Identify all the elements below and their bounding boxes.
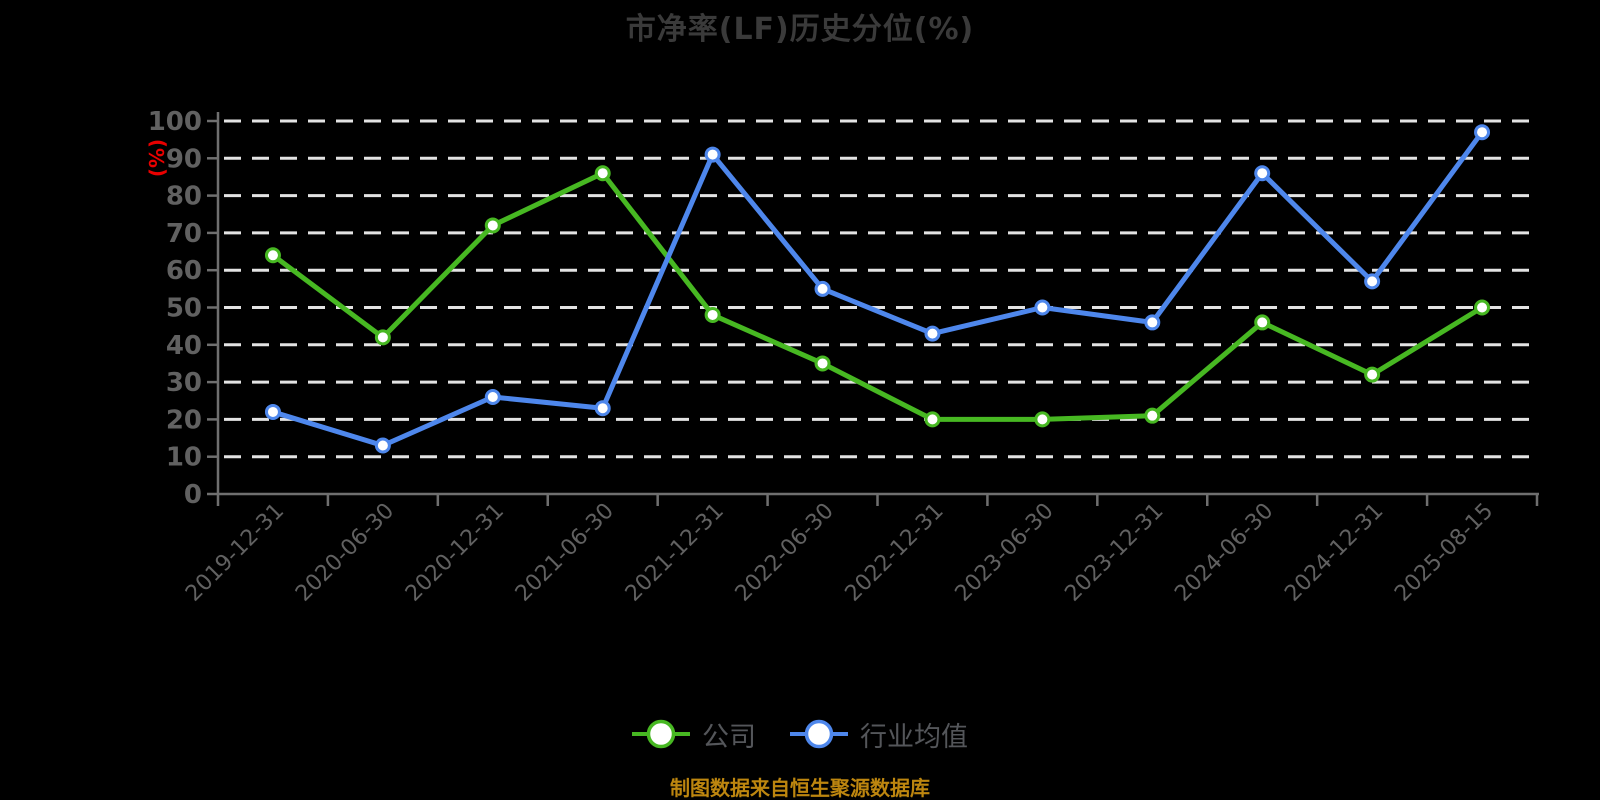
data-point-company-2025-08-15[interactable] <box>1474 299 1491 316</box>
data-point-industry-2020-06-30[interactable] <box>374 437 391 454</box>
data-point-company-2022-12-31[interactable] <box>924 411 941 428</box>
data-point-company-2019-12-31[interactable] <box>264 247 281 264</box>
y-axis-unit-label: (%) <box>145 139 169 177</box>
legend-marker-industry-icon <box>790 719 848 749</box>
x-axis-tick-label: 2022-06-30 <box>731 499 839 607</box>
x-axis-tick-label: 2022-12-31 <box>841 499 949 607</box>
legend-label-company: 公司 <box>702 721 756 753</box>
y-axis-tick-label: 0 <box>184 480 202 510</box>
data-source-caption: 制图数据来自恒生聚源数据库 <box>670 776 930 800</box>
y-axis-tick-label: 40 <box>166 331 202 361</box>
legend-label-industry: 行业均值 <box>860 721 968 753</box>
data-point-industry-2023-12-31[interactable] <box>1144 314 1161 331</box>
data-point-industry-2020-12-31[interactable] <box>484 389 501 406</box>
x-axis-tick-label: 2020-12-31 <box>401 499 509 607</box>
data-point-company-2021-06-30[interactable] <box>594 165 611 182</box>
x-axis-tick-label: 2025-08-15 <box>1390 499 1498 607</box>
data-point-industry-2023-06-30[interactable] <box>1034 299 1051 316</box>
y-axis-tick-label: 50 <box>166 294 202 324</box>
y-axis-tick-label: 60 <box>166 256 202 286</box>
x-axis-tick-label: 2023-12-31 <box>1060 499 1168 607</box>
data-point-industry-2024-12-31[interactable] <box>1364 273 1381 290</box>
data-point-industry-2021-12-31[interactable] <box>704 146 721 163</box>
x-axis-tick-label: 2024-06-30 <box>1170 499 1278 607</box>
data-point-company-2023-06-30[interactable] <box>1034 411 1051 428</box>
data-point-company-2020-06-30[interactable] <box>374 329 391 346</box>
data-point-industry-2025-08-15[interactable] <box>1474 124 1491 141</box>
series-line-company <box>270 170 1485 422</box>
data-point-company-2022-06-30[interactable] <box>814 355 831 372</box>
data-point-company-2024-12-31[interactable] <box>1364 366 1381 383</box>
x-axis-tick-label: 2021-12-31 <box>621 499 729 607</box>
x-axis-tick-label: 2020-06-30 <box>291 499 399 607</box>
legend-item-company[interactable]: 公司 <box>632 714 756 754</box>
x-axis-tick-label: 2021-06-30 <box>511 499 619 607</box>
y-axis-tick-label: 80 <box>166 182 202 212</box>
data-point-industry-2022-06-30[interactable] <box>814 280 831 297</box>
x-axis-tick-label: 2023-06-30 <box>951 499 1059 607</box>
y-axis-tick-label: 30 <box>166 368 202 398</box>
data-point-company-2020-12-31[interactable] <box>484 217 501 234</box>
y-axis-tick-label: 20 <box>166 405 202 435</box>
data-point-company-2023-12-31[interactable] <box>1144 407 1161 424</box>
data-point-company-2021-12-31[interactable] <box>704 306 721 323</box>
legend-marker-company-icon <box>632 719 690 749</box>
y-axis-tick-label: 100 <box>148 107 202 137</box>
data-point-company-2024-06-30[interactable] <box>1254 314 1271 331</box>
legend-item-industry[interactable]: 行业均值 <box>790 714 968 754</box>
series-line-industry <box>270 129 1485 449</box>
data-point-industry-2021-06-30[interactable] <box>594 400 611 417</box>
y-axis-tick-label: 10 <box>166 443 202 473</box>
y-axis-tick-label: 90 <box>166 144 202 174</box>
x-axis-tick-label: 2019-12-31 <box>181 499 289 607</box>
x-axis-tick-label: 2024-12-31 <box>1280 499 1388 607</box>
chart-legend: 公司 行业均值 <box>0 714 1600 754</box>
chart-title: 市净率(LF)历史分位(%) <box>625 12 975 47</box>
data-point-industry-2024-06-30[interactable] <box>1254 165 1271 182</box>
data-point-industry-2022-12-31[interactable] <box>924 325 941 342</box>
y-axis-tick-label: 70 <box>166 219 202 249</box>
data-point-industry-2019-12-31[interactable] <box>264 403 281 420</box>
